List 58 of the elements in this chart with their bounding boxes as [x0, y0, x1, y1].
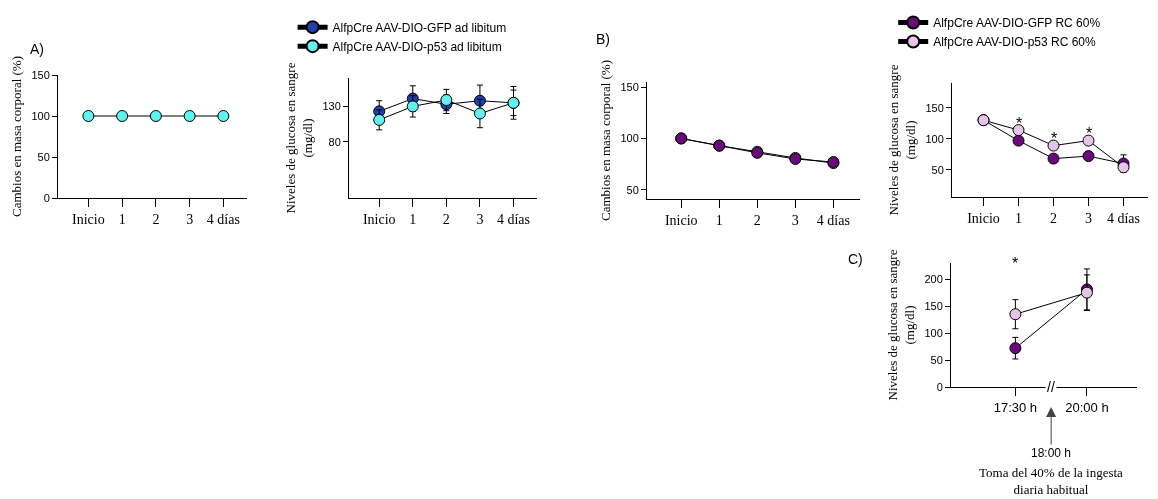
x-tick-label: 4 días: [816, 212, 850, 228]
x-tick-label: Inicio: [72, 211, 105, 227]
legend-label: AlfpCre AAV-DIO-p53 RC 60%: [933, 35, 1097, 50]
annotation: *: [1086, 125, 1093, 142]
chart-title: B): [596, 30, 610, 47]
y-tick-label: 150: [925, 101, 944, 114]
annotation: *: [1016, 115, 1023, 132]
y-tick-label: 50: [37, 150, 50, 163]
x-tick-label: 2: [1050, 210, 1057, 226]
legend-label: AlfpCre AAV-DIO-GFP ad libitum: [332, 20, 507, 35]
y-tick-label: 50: [931, 163, 944, 176]
legend-label: AlfpCre AAV-DIO-p53 ad libitum: [332, 39, 502, 54]
y-tick-label: 200: [924, 273, 943, 286]
x-tick-label: 3: [791, 212, 799, 228]
y-axis-title: Niveles de glucosa en sangre (mg/dl): [886, 64, 919, 216]
legend-label: AlfpCre AAV-DIO-GFP RC 60%: [933, 16, 1101, 31]
x-tick-label: Inicio: [967, 210, 1000, 226]
y-tick-label: 100: [620, 132, 639, 145]
annotation: *: [1012, 255, 1019, 272]
y-axis-title: Niveles de glucosa en sangre (mg/dl): [283, 62, 316, 214]
y-tick-label: 150: [620, 80, 639, 93]
x-tick-label: 1: [409, 211, 417, 227]
chart-title: C): [848, 250, 863, 267]
y-tick-label: 0: [43, 191, 50, 204]
x-tick-label: 3: [476, 211, 484, 227]
y-tick-label: 100: [925, 132, 944, 145]
y-tick-label: 150: [31, 68, 50, 81]
annotation: //: [1047, 379, 1055, 395]
y-tick-label: 100: [31, 109, 50, 122]
y-axis-title: Cambios en masa corporal (%): [9, 55, 25, 218]
x-tick-label: Inicio: [362, 211, 396, 227]
x-tick-label: 4 días: [206, 211, 240, 227]
y-axis-title: Niveles de glucosa en sangre (mg/dl): [885, 249, 918, 401]
x-tick-label: Inicio: [664, 212, 698, 228]
x-tick-label: 2: [152, 211, 160, 227]
x-tick-label: 3: [1085, 210, 1092, 226]
x-tick-label: 1: [1015, 210, 1022, 226]
y-axis-title: Cambios en masa corporal (%): [598, 59, 614, 222]
text: Toma del 40% de la ingesta diaria habitual: [979, 465, 1124, 497]
x-tick-label: 2: [442, 211, 450, 227]
x-tick-label: 17:30 h: [993, 399, 1038, 415]
x-tick-label: 20:00 h: [1065, 399, 1109, 415]
x-tick-label: 1: [118, 211, 126, 227]
y-tick-label: 50: [930, 353, 943, 366]
y-tick-label: 50: [626, 183, 639, 196]
y-tick-label: 80: [328, 135, 341, 148]
y-tick-label: 130: [322, 100, 341, 113]
chart-title: A): [30, 40, 44, 57]
y-tick-label: 100: [924, 326, 943, 339]
x-tick-label: 3: [186, 211, 194, 227]
x-tick-label: 2: [753, 212, 761, 228]
y-tick-label: 150: [924, 299, 943, 312]
y-tick-label: 0: [936, 380, 943, 393]
x-tick-label: 1: [715, 212, 723, 228]
x-tick-label: 4 días: [1106, 210, 1141, 226]
text: 18:00 h: [1031, 446, 1072, 460]
annotation: *: [1051, 130, 1058, 147]
x-tick-label: 4 días: [496, 211, 531, 227]
